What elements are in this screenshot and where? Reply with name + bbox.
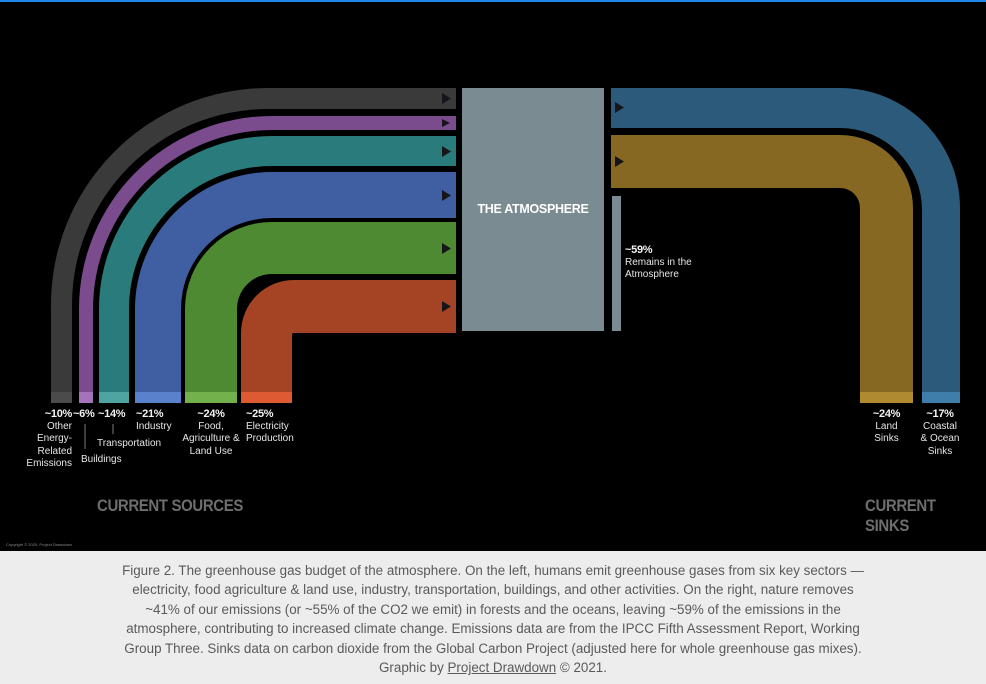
remains-pct: ~59% [625, 244, 653, 256]
band-end-swatches [51, 392, 960, 403]
arrow-icon [442, 301, 451, 312]
source-name-transportation: Transportation [97, 438, 162, 449]
sink-label-ocean: ~17% Coastal & Ocean Sinks [914, 408, 966, 458]
ghg-budget-diagram: THE ATMOSPHERE ~10% Other Energy-Related… [0, 2, 986, 551]
remains-label: ~59% Remains in the Atmosphere [625, 244, 701, 282]
swatch-industry [135, 392, 181, 403]
caption-text-end: © 2021. [556, 660, 607, 676]
arrow-icon [442, 119, 450, 127]
sinks-heading: CURRENT SINKS [865, 496, 936, 535]
arrow-icon [442, 190, 451, 201]
source-pct: ~10% [44, 408, 73, 420]
flow-band-electricity [241, 280, 456, 403]
source-name: Electricity Production [246, 420, 294, 445]
arrow-icon [442, 146, 451, 157]
flow-band-food-agriculture [185, 222, 456, 403]
figure-caption: Figure 2. The greenhouse gas budget of t… [120, 561, 866, 677]
swatch-ocean-sinks [922, 392, 960, 403]
swatch-food-agriculture [185, 392, 237, 403]
flow-arrows [442, 93, 624, 312]
flow-band-industry [135, 172, 456, 403]
sources-heading: CURRENT SOURCES [97, 496, 243, 515]
sink-label-land: ~24% Land Sinks [860, 408, 913, 446]
sink-name: Land Sinks [874, 420, 899, 445]
swatch-other-energy [51, 392, 72, 403]
remains-bar [612, 196, 621, 331]
source-label-other-energy: ~10% Other Energy-Related Emissions [18, 408, 72, 471]
source-name: Other Energy-Related Emissions [26, 420, 72, 470]
source-name: Industry [136, 420, 172, 432]
project-drawdown-link[interactable]: Project Drawdown [447, 660, 557, 676]
source-name: Food, Agriculture & Land Use [182, 420, 240, 457]
source-label-buildings: ~6% [73, 408, 95, 421]
atmosphere-box [462, 88, 604, 331]
flow-band-ocean-sinks [611, 88, 960, 403]
arrow-icon [615, 102, 624, 113]
top-accent-bar [0, 0, 986, 2]
arrow-icon [442, 243, 451, 254]
source-label-food-agriculture: ~24% Food, Agriculture & Land Use [181, 408, 241, 458]
swatch-buildings [79, 392, 93, 403]
source-label-industry: ~21% Industry [136, 408, 172, 433]
sink-pct: ~17% [926, 408, 954, 420]
sink-name: Coastal & Ocean Sinks [920, 420, 960, 457]
swatch-electricity [241, 392, 292, 403]
sink-pct: ~24% [872, 408, 901, 420]
caption-text: Figure 2. The greenhouse gas budget of t… [122, 563, 864, 676]
source-label-transportation: ~14% [98, 408, 126, 421]
flow-band-land-sinks [611, 135, 913, 403]
flow-band-transportation [99, 136, 456, 403]
source-label-electricity: ~25% Electricity Production [246, 408, 302, 446]
source-name-buildings: Buildings [81, 454, 122, 465]
remains-name: Remains in the Atmosphere [625, 256, 692, 281]
copyright-text: Copyright © 2020, Project Drawdown [6, 542, 72, 547]
arrow-icon [615, 156, 624, 167]
swatch-transportation [99, 392, 129, 403]
arrow-icon [442, 93, 451, 104]
flow-diagram-svg [50, 88, 960, 449]
atmosphere-title: THE ATMOSPHERE [477, 202, 589, 216]
leader-lines [84, 424, 114, 449]
source-pct: ~6% [73, 408, 95, 420]
source-pct: ~14% [98, 408, 126, 420]
swatch-land-sinks [860, 392, 913, 403]
source-pct: ~21% [136, 408, 164, 420]
source-pct: ~25% [246, 408, 274, 420]
source-pct: ~24% [197, 408, 225, 420]
